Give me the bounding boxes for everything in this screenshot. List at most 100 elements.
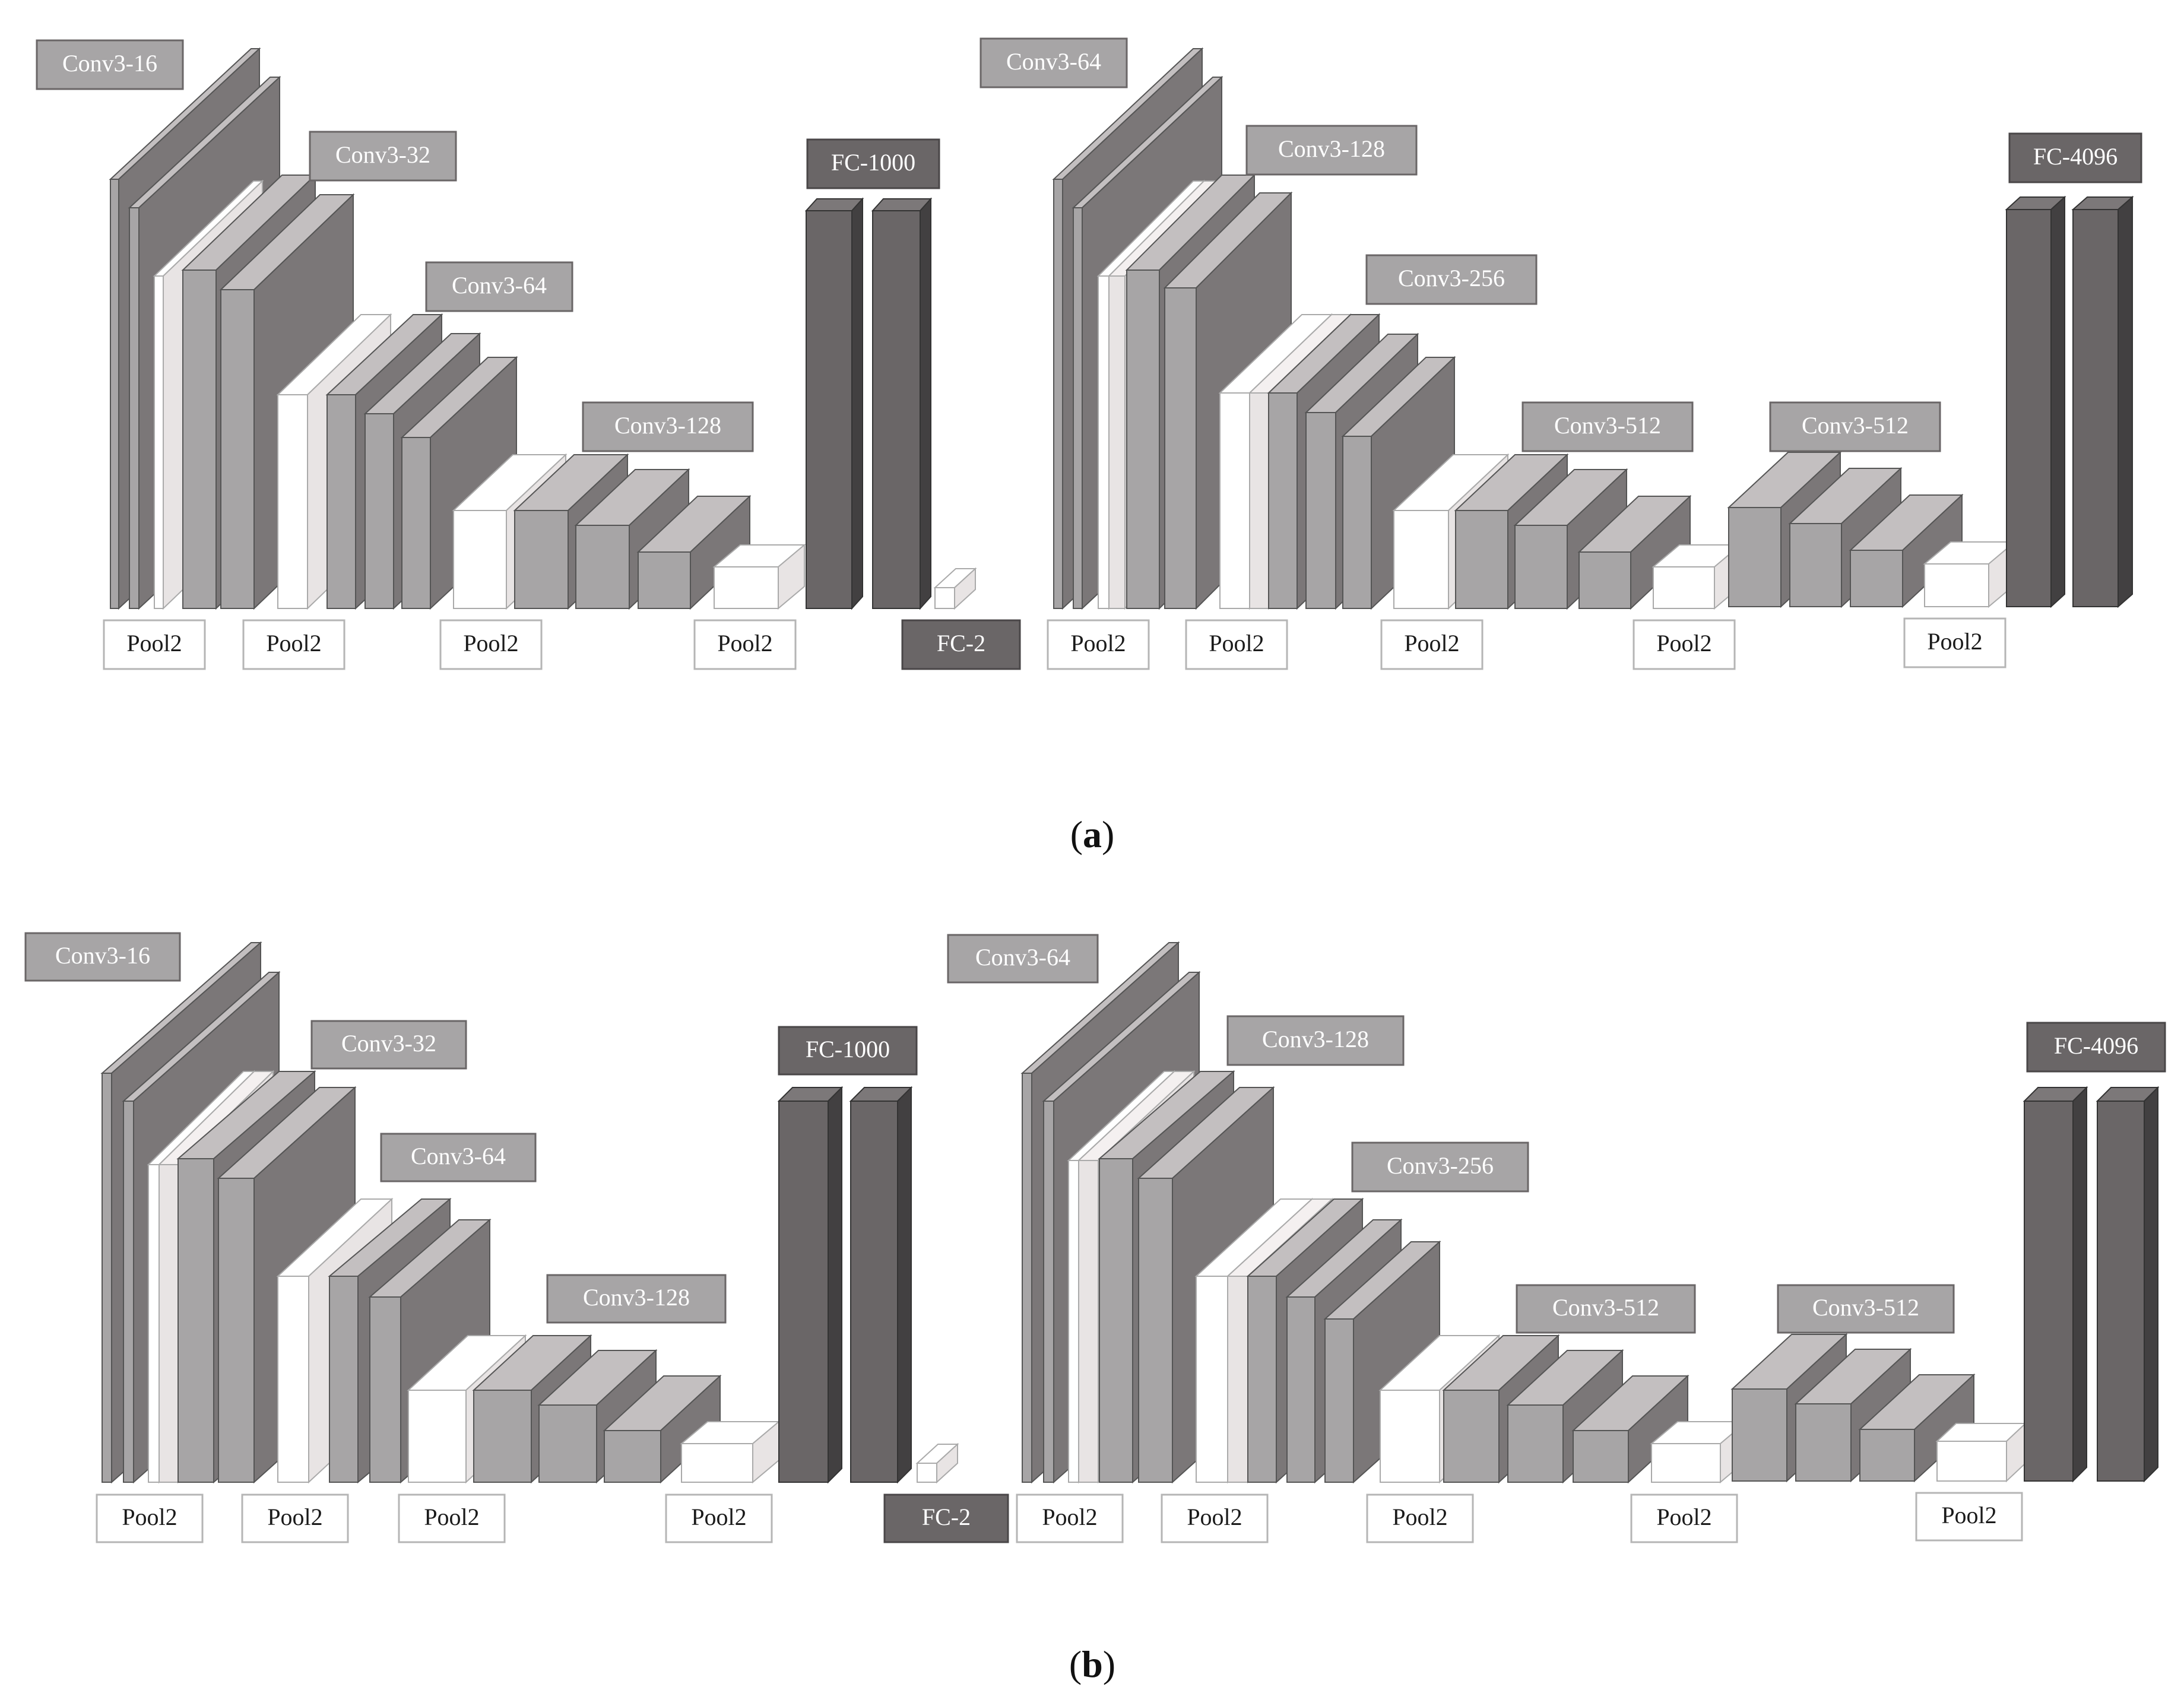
label-output: FC-2: [901, 619, 1021, 670]
label-pool: Pool2: [1630, 1493, 1738, 1543]
label-conv: Conv3-32: [309, 131, 457, 182]
label-pool: Pool2: [693, 619, 797, 670]
panel-a-blocks: [109, 47, 2134, 610]
label-conv-text: Conv3-32: [341, 1030, 436, 1057]
fc-block: [849, 1086, 913, 1484]
label-pool-text: Pool2: [1656, 630, 1711, 657]
pool-block: [680, 1420, 781, 1484]
label-pool: Pool2: [1185, 619, 1288, 670]
panel-a-net2-blocks: [1052, 47, 2134, 610]
label-pool-text: Pool2: [463, 630, 518, 657]
label-conv: Conv3-64: [425, 261, 573, 312]
conv-block: [1577, 494, 1692, 610]
label-pool: Pool2: [665, 1493, 773, 1543]
fc-block: [2071, 195, 2134, 608]
label-pool: Pool2: [96, 1493, 204, 1543]
label-conv: Conv3-128: [546, 1274, 727, 1324]
label-fc-text: FC-1000: [831, 149, 915, 176]
label-pool: Pool2: [241, 1493, 349, 1543]
label-output-text: FC-2: [937, 630, 985, 657]
label-conv-text: Conv3-64: [411, 1143, 506, 1169]
label-conv-text: Conv3-256: [1387, 1152, 1494, 1179]
label-conv-text: Conv3-512: [1552, 1294, 1659, 1321]
label-pool-text: Pool2: [691, 1504, 746, 1530]
label-pool: Pool2: [1380, 619, 1484, 670]
fc-block: [2023, 1086, 2088, 1483]
label-conv: Conv3-256: [1365, 254, 1538, 305]
label-conv: Conv3-512: [1521, 401, 1694, 452]
conv-block: [636, 494, 752, 610]
panel-b-blocks: [100, 941, 2160, 1484]
label-conv-text: Conv3-16: [55, 942, 150, 969]
pool-block: [1935, 1422, 2027, 1483]
fc-block: [777, 1086, 844, 1484]
label-conv: Conv3-128: [1226, 1015, 1405, 1066]
label-conv: Conv3-128: [582, 401, 754, 452]
conv-block: [603, 1374, 722, 1484]
label-pool-text: Pool2: [424, 1504, 479, 1530]
label-pool-text: Pool2: [1042, 1504, 1097, 1530]
label-pool-text: Pool2: [1070, 630, 1126, 657]
label-pool: Pool2: [1047, 619, 1150, 670]
label-pool: Pool2: [1366, 1493, 1474, 1543]
label-fc: FC-1000: [778, 1026, 918, 1076]
panel-a-net1-blocks: [109, 47, 977, 610]
label-pool: Pool2: [1016, 1493, 1124, 1543]
label-conv-text: Conv3-512: [1554, 412, 1661, 439]
label-conv-text: Conv3-512: [1812, 1294, 1919, 1321]
label-conv-text: Conv3-128: [583, 1284, 690, 1311]
conv-block: [1571, 1374, 1689, 1484]
label-pool-text: Pool2: [1656, 1504, 1711, 1530]
panel-b-net2-blocks: [1020, 941, 2160, 1484]
label-conv: Conv3-64: [380, 1133, 537, 1182]
panel-b-net1-blocks: [100, 941, 959, 1484]
label-conv-text: Conv3-128: [1278, 135, 1385, 162]
pool-block: [712, 543, 806, 610]
conv-block: [1858, 1373, 1976, 1483]
label-conv: Conv3-128: [1245, 125, 1418, 176]
fc-block: [2005, 195, 2066, 608]
label-fc-text: FC-1000: [806, 1036, 890, 1063]
label-pool-text: Pool2: [1392, 1504, 1447, 1530]
label-conv-text: Conv3-16: [62, 50, 157, 77]
fc-block: [871, 197, 933, 610]
label-output: FC-2: [883, 1493, 1009, 1543]
label-pool-text: Pool2: [267, 1504, 322, 1530]
label-pool: Pool2: [439, 619, 543, 670]
fc-block: [804, 197, 864, 610]
label-conv: Conv3-16: [36, 39, 184, 90]
label-pool: Pool2: [1161, 1493, 1269, 1543]
label-conv-text: Conv3-128: [614, 412, 721, 439]
label-conv: Conv3-256: [1351, 1141, 1529, 1193]
label-pool: Pool2: [398, 1493, 506, 1543]
label-conv: Conv3-512: [1777, 1284, 1955, 1334]
panel-a: Conv3-16 Conv3-32 Conv3-64 Conv3-128 FC-…: [36, 37, 2142, 855]
label-pool-text: Pool2: [1404, 630, 1459, 657]
label-conv-text: Conv3-32: [335, 141, 430, 168]
output-block: [933, 567, 977, 610]
label-conv-text: Conv3-128: [1262, 1026, 1369, 1052]
label-conv: Conv3-16: [24, 932, 181, 982]
label-pool-text: Pool2: [1187, 1504, 1242, 1530]
label-conv: Conv3-32: [310, 1020, 467, 1070]
label-pool-text: Pool2: [1927, 628, 1982, 655]
label-pool-text: Pool2: [266, 630, 321, 657]
label-conv-text: Conv3-64: [1006, 48, 1101, 75]
label-conv: Conv3-64: [947, 934, 1099, 984]
output-block: [915, 1442, 959, 1484]
panel-b: Conv3-16 Conv3-32 Conv3-64 Conv3-128 FC-…: [24, 932, 2166, 1685]
label-conv: Conv3-64: [980, 37, 1128, 88]
label-fc: FC-4096: [2008, 132, 2142, 183]
label-fc: FC-1000: [806, 138, 940, 189]
label-pool-text: Pool2: [717, 630, 772, 657]
label-pool-text: Pool2: [122, 1504, 177, 1530]
label-pool: Pool2: [1633, 619, 1736, 670]
label-conv-text: Conv3-256: [1398, 265, 1505, 291]
panel-b-caption: (b): [1069, 1643, 1115, 1685]
label-output-text: FC-2: [922, 1504, 971, 1530]
label-pool-text: Pool2: [126, 630, 182, 657]
label-fc-text: FC-4096: [2054, 1032, 2138, 1059]
label-conv: Conv3-512: [1769, 401, 1941, 452]
panel-a-caption: (a): [1070, 813, 1115, 855]
